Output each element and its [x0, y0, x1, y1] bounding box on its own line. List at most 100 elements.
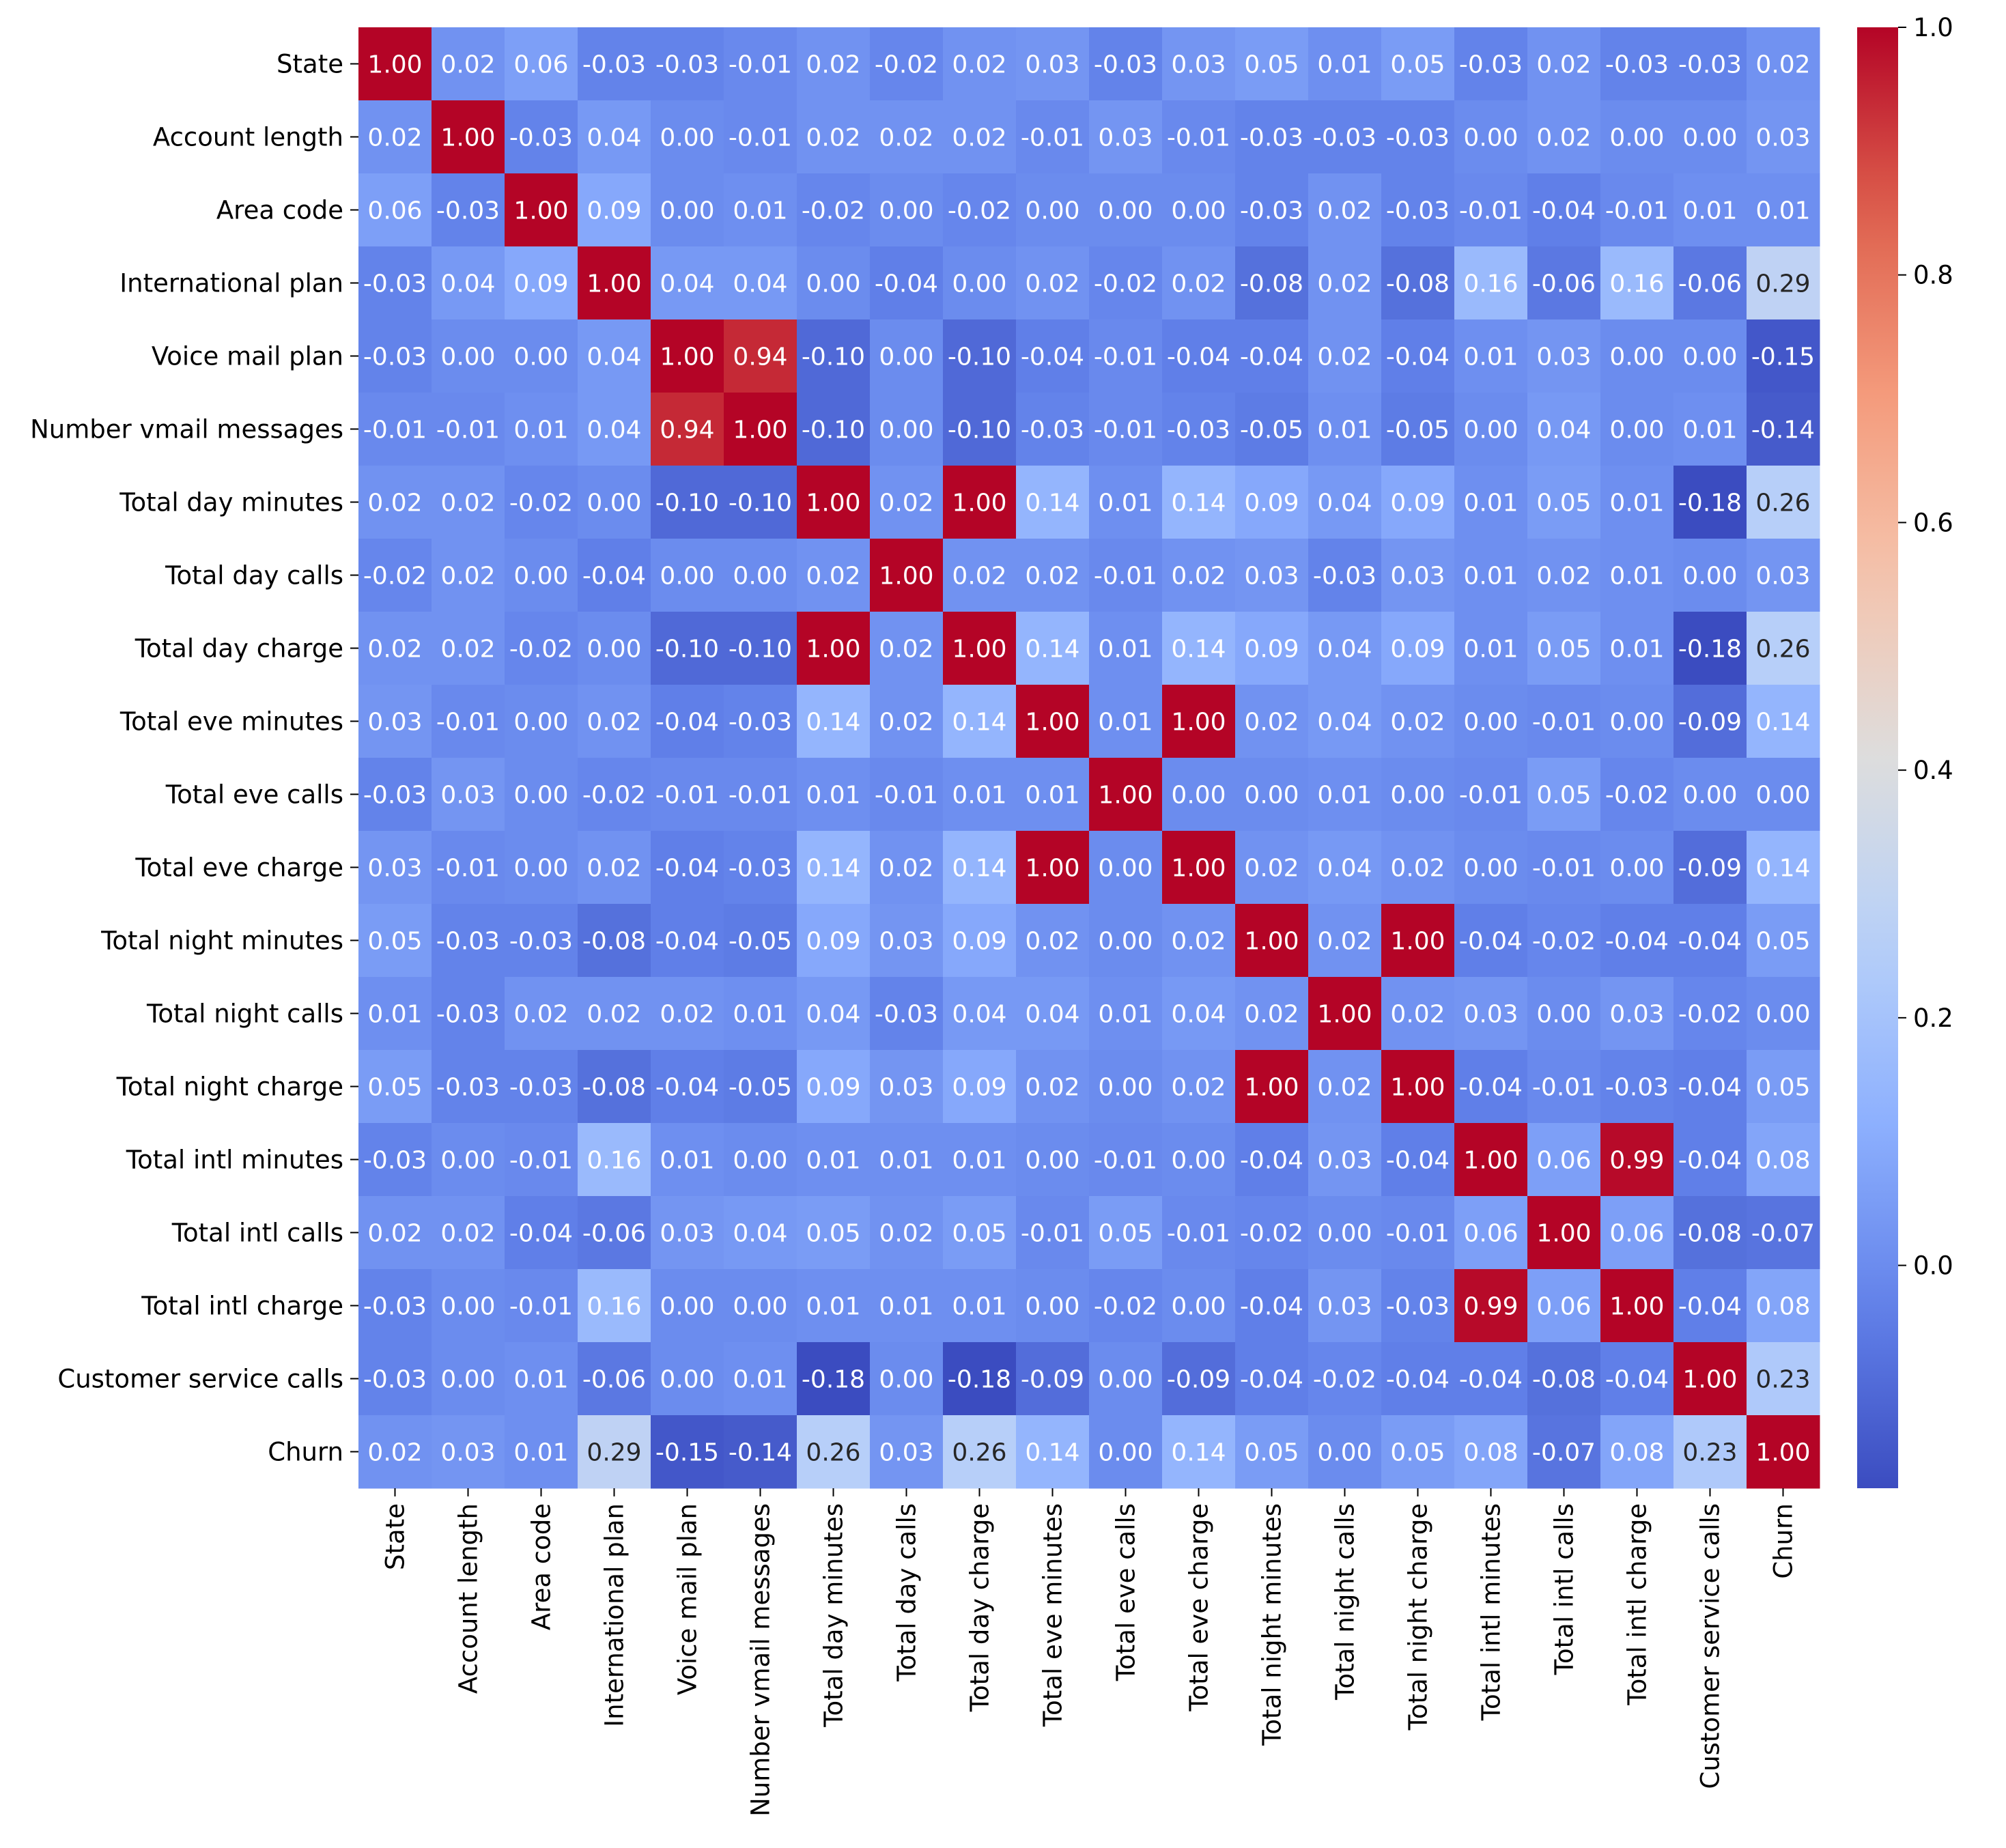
cell-value-label: 0.00 — [660, 124, 714, 152]
heatmap-cell — [1454, 685, 1528, 758]
heatmap-cell — [724, 977, 797, 1051]
heatmap-cell — [943, 831, 1017, 905]
heatmap-cell — [1673, 1342, 1747, 1416]
cell-value-label: 0.02 — [1244, 1001, 1299, 1029]
heatmap-cell — [505, 539, 578, 612]
heatmap-cell — [797, 685, 871, 758]
heatmap-cell — [870, 466, 944, 539]
cell-value-label: 0.02 — [1317, 1074, 1372, 1102]
cell-value-label: -0.18 — [948, 1366, 1011, 1394]
heatmap-cell — [870, 904, 944, 978]
cell-value-label: -0.10 — [948, 416, 1011, 444]
cell-value-label: -0.03 — [363, 270, 427, 298]
cell-value-label: 0.00 — [1609, 855, 1664, 883]
heatmap-cell — [943, 539, 1017, 612]
cell-value-label: 0.01 — [952, 1147, 1006, 1175]
heatmap-cell — [432, 319, 505, 393]
cell-value-label: 0.02 — [587, 709, 641, 737]
heatmap-cell — [432, 539, 505, 612]
cell-value-label: 0.00 — [1755, 782, 1810, 810]
heatmap-cell — [651, 539, 724, 612]
cell-value-label: -0.03 — [875, 1001, 938, 1029]
heatmap-cell — [870, 977, 944, 1051]
x-axis-tick-labels: State Account length Area code Internationa… — [381, 1488, 1798, 1817]
heatmap-cell — [578, 539, 651, 612]
heatmap-cell — [1454, 1123, 1528, 1197]
cell-value-label: -0.02 — [1605, 782, 1669, 810]
cell-value-label: 0.94 — [733, 343, 787, 371]
heatmap-cell — [724, 27, 797, 101]
cell-value-label: 0.02 — [1536, 124, 1591, 152]
cell-value-label: 0.08 — [1609, 1439, 1664, 1467]
y-tick-label: Account length — [153, 123, 343, 152]
heatmap-cell — [797, 1050, 871, 1124]
heatmap-cell — [1235, 612, 1309, 685]
cell-value-label: 0.03 — [1317, 1147, 1372, 1175]
heatmap-cell — [870, 173, 944, 247]
heatmap-cell — [505, 1196, 578, 1270]
cell-value-label: -0.02 — [1678, 1001, 1742, 1029]
heatmap-cell — [1308, 27, 1382, 101]
cell-value-label: 0.01 — [806, 1293, 860, 1321]
cell-value-label: 0.14 — [1025, 489, 1079, 517]
cell-value-label: -0.10 — [802, 416, 865, 444]
heatmap-cell — [1527, 393, 1601, 466]
cell-value-label: 0.00 — [1098, 928, 1153, 956]
heatmap-cell — [943, 977, 1017, 1051]
heatmap-cell — [870, 831, 944, 905]
heatmap-cell — [724, 758, 797, 831]
cell-value-label: 0.03 — [1390, 563, 1445, 591]
cell-value-label: 0.04 — [806, 1001, 860, 1029]
heatmap-cell — [943, 1196, 1017, 1270]
heatmap-cell — [724, 466, 797, 539]
cell-value-label: 1.00 — [660, 343, 714, 371]
heatmap-cell — [358, 393, 432, 466]
cell-value-label: -0.04 — [1386, 1147, 1450, 1175]
cell-value-label: 0.03 — [1317, 1293, 1372, 1321]
cell-value-label: 1.00 — [367, 51, 422, 79]
heatmap-cell — [943, 100, 1017, 174]
heatmap-cell — [1235, 246, 1309, 320]
heatmap-cell — [578, 612, 651, 685]
cell-value-label: 0.01 — [1098, 1001, 1153, 1029]
cell-value-label: -0.01 — [1021, 1220, 1084, 1248]
cell-value-label: 1.00 — [1244, 928, 1299, 956]
heatmap-cell — [724, 393, 797, 466]
y-tick-label: Total day minutes — [119, 488, 343, 517]
cell-value-label: -0.01 — [875, 782, 938, 810]
cell-value-label: 0.01 — [1463, 563, 1518, 591]
cell-value-label: 0.03 — [1244, 563, 1299, 591]
cell-value-label: -0.03 — [1313, 124, 1376, 152]
heatmap-cell — [1673, 685, 1747, 758]
heatmap-cell — [1454, 173, 1528, 247]
y-tick-label: Total day charge — [135, 634, 343, 664]
heatmap-cell — [724, 1342, 797, 1416]
cell-value-label: 0.05 — [1244, 1439, 1299, 1467]
cell-value-label: 0.01 — [1317, 51, 1372, 79]
heatmap-cell — [1308, 1415, 1382, 1489]
cell-value-label: -0.08 — [1386, 270, 1450, 298]
heatmap-cell — [943, 246, 1017, 320]
heatmap-cell — [1162, 319, 1236, 393]
cell-value-label: 0.94 — [660, 416, 714, 444]
cell-value-label: 0.00 — [1098, 1439, 1153, 1467]
cell-value-label: 0.01 — [660, 1147, 714, 1175]
cell-value-label: 0.26 — [1755, 636, 1810, 664]
cell-value-label: 0.02 — [1025, 270, 1079, 298]
cell-value-label: -0.01 — [1605, 197, 1669, 225]
heatmap-cell — [1308, 539, 1382, 612]
cell-value-label: 0.01 — [1098, 489, 1153, 517]
x-tick-label: Total night minutes — [1258, 1503, 1287, 1746]
cell-value-label: -0.04 — [655, 709, 719, 737]
y-tick-label: Customer service calls — [57, 1365, 343, 1394]
cell-value-label: 1.00 — [1682, 1366, 1737, 1394]
heatmap-cells: 1.00 0.02 0.06 -0.03 -0.03 -0.01 0.02 -0.02 0.02… — [358, 27, 1820, 1489]
heatmap-cell — [870, 758, 944, 831]
cell-value-label: 0.02 — [1755, 51, 1810, 79]
heatmap-cell — [943, 758, 1017, 831]
heatmap-cell — [1673, 173, 1747, 247]
cell-value-label: 0.04 — [1317, 855, 1372, 883]
cell-value-label: 0.29 — [587, 1439, 641, 1467]
cell-value-label: -0.04 — [1459, 1074, 1523, 1102]
heatmap-cell — [943, 1342, 1017, 1416]
